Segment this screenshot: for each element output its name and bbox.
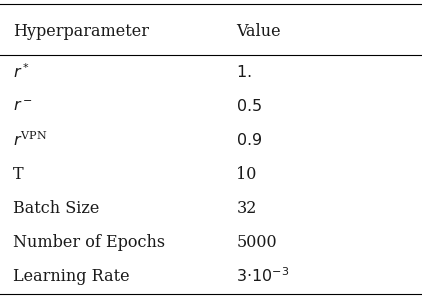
Text: $1.$: $1.$: [236, 64, 252, 81]
Text: T: T: [13, 166, 23, 183]
Text: $0.9$: $0.9$: [236, 132, 262, 149]
Text: 5000: 5000: [236, 234, 277, 251]
Text: 10: 10: [236, 166, 257, 183]
Text: $r^{\mathregular{VPN}}$: $r^{\mathregular{VPN}}$: [13, 131, 47, 150]
Text: Batch Size: Batch Size: [13, 200, 99, 217]
Text: Learning Rate: Learning Rate: [13, 268, 129, 285]
Text: Value: Value: [236, 23, 281, 40]
Text: Number of Epochs: Number of Epochs: [13, 234, 165, 251]
Text: $0.5$: $0.5$: [236, 98, 262, 115]
Text: $r^-$: $r^-$: [13, 98, 32, 115]
Text: 32: 32: [236, 200, 257, 217]
Text: Hyperparameter: Hyperparameter: [13, 23, 149, 40]
Text: $r^*$: $r^*$: [13, 63, 30, 82]
Text: $3{\cdot}10^{-3}$: $3{\cdot}10^{-3}$: [236, 267, 289, 286]
